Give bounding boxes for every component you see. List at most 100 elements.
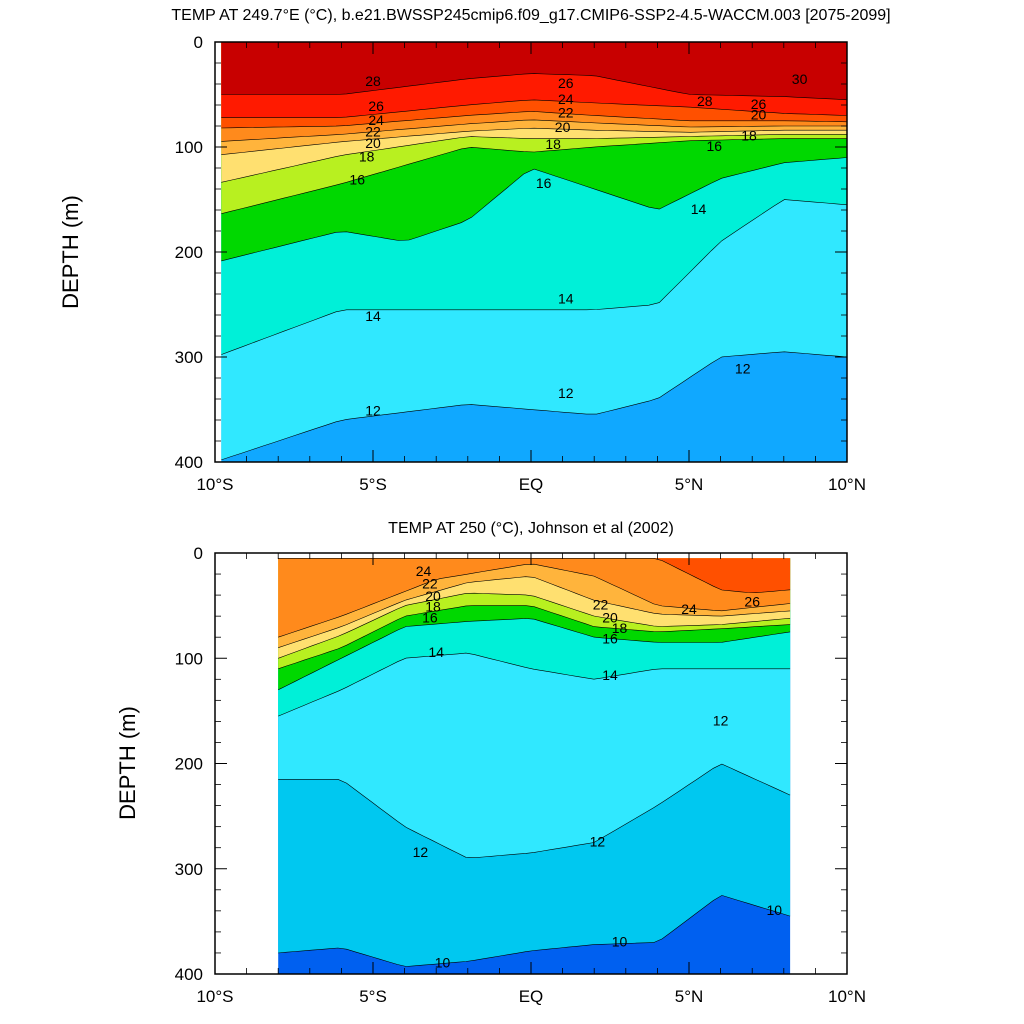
x-tick-label: 5°S [359,987,387,1006]
contour-lines [221,73,848,461]
contour-label: 18 [741,128,757,144]
x-tick-label: 10°S [196,475,233,494]
contour-label: 10 [435,954,451,970]
axis-ticks: 10°S 5°S EQ 5°N 10°N 0 100 200 300 400 [175,33,866,494]
contour-label: 16 [602,630,618,646]
contour-label: 26 [751,96,767,112]
contour-fills [221,42,848,462]
contour-band-30 [221,42,848,100]
contour-label: 24 [368,112,384,128]
contour-label: 30 [792,71,808,87]
isoline-26 [221,111,848,129]
y-tick-label: 200 [175,755,203,774]
contour-label: 22 [365,123,381,139]
isoline-10 [278,895,791,967]
contour-labels: 28 30282624222018162624222018162620181614… [349,71,808,419]
contour-label: 28 [365,73,381,89]
contour-label: 20 [602,609,618,625]
isoline-16 [221,157,848,262]
isoline-30 [221,73,848,101]
isoline-28 [221,99,848,118]
isoline-24 [221,119,847,142]
isoline-20 [221,134,847,183]
contour-label: 20 [365,135,381,151]
panel-model: TEMP AT 249.7°E (°C), b.e21.BWSSP245cmip… [58,7,891,494]
y-axis-label: DEPTH (m) [58,195,83,309]
panel-title: TEMP AT 249.7°E (°C), b.e21.BWSSP245cmip… [171,7,890,24]
x-tick-label: 5°N [675,475,704,494]
contour-label: 26 [368,98,384,114]
x-tick-label: EQ [519,987,544,1006]
contour-label: 12 [713,712,729,728]
contour-label: 14 [691,201,707,217]
x-tick-label: 10°N [828,987,866,1006]
isoline-20 [278,592,791,659]
y-tick-label: 100 [175,649,203,668]
y-tick-label: 400 [175,453,203,472]
y-axis-label: DEPTH (m) [115,706,140,820]
contour-label: 26 [744,593,760,609]
contour-label: 14 [558,290,574,306]
contour-label: 14 [602,667,618,683]
contour-label: 18 [612,620,628,636]
contour-band-24 [278,558,791,638]
isoline-22 [278,576,791,648]
axis-ticks: 10°S 5°S EQ 5°N 10°N 0 100 200 300 400 [175,544,866,1006]
contour-label: 28 [697,93,713,109]
isoline-18 [221,138,847,214]
isoline-12 [278,763,791,859]
y-tick-label: 0 [194,33,203,52]
isoline-16 [278,618,791,691]
contour-label: 12 [413,844,429,860]
contour-label: 10 [767,902,783,918]
contour-label: 12 [735,361,751,377]
contour-label: 18 [359,149,375,165]
contour-label: 14 [428,644,444,660]
isoline-14 [278,652,791,717]
contour-label: 18 [545,136,561,152]
y-tick-label: 0 [194,544,203,563]
panel-title: TEMP AT 250 (°C), Johnson et al (2002) [388,520,674,537]
contour-label: 10 [612,933,628,949]
contour-label: 24 [416,563,432,579]
isoline-14 [221,199,848,355]
y-tick-label: 400 [175,965,203,984]
contour-lines [278,558,791,967]
contour-label: 12 [590,833,606,849]
x-tick-label: EQ [519,475,544,494]
contour-label: 16 [349,172,365,188]
contour-label: 22 [593,597,609,613]
contour-label: 12 [365,403,381,419]
contour-fills [278,558,791,974]
contour-label: 22 [558,104,574,120]
y-tick-label: 100 [175,138,203,157]
isoline-26 [278,558,791,594]
contour-band-26 [278,558,791,593]
x-tick-label: 5°S [359,475,387,494]
contour-label: 16 [706,138,722,154]
isoline-12 [221,351,848,461]
panel-observed: TEMP AT 250 (°C), Johnson et al (2002) 2… [115,520,866,1006]
y-tick-label: 300 [175,348,203,367]
contour-label: 20 [425,588,441,604]
isoline-22 [221,127,847,155]
isoline-24 [278,563,791,638]
x-tick-label: 10°N [828,475,866,494]
y-tick-label: 200 [175,243,203,262]
contour-label: 24 [558,91,574,107]
contour-label: 20 [555,119,571,135]
x-tick-label: 5°N [675,987,704,1006]
contour-label: 20 [751,107,767,123]
y-tick-label: 300 [175,860,203,879]
contour-label: 24 [681,601,697,617]
contour-label: 22 [422,576,438,592]
contour-label: 14 [365,308,381,324]
contour-label: 12 [558,385,574,401]
contour-label: 16 [422,609,438,625]
contour-label: 26 [558,75,574,91]
isoline-18 [278,605,791,670]
contour-label: 16 [536,175,552,191]
x-tick-label: 10°S [196,987,233,1006]
